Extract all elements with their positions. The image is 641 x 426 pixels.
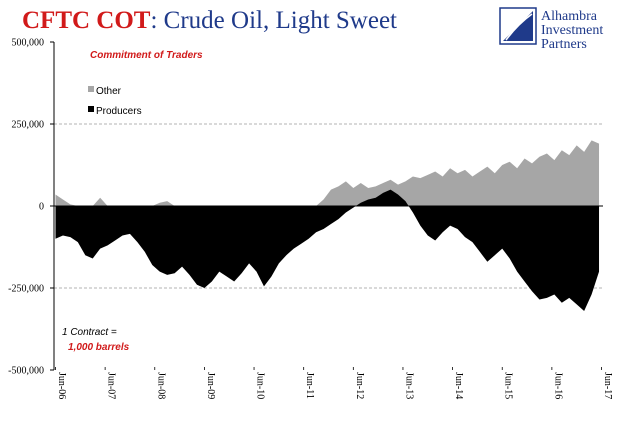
chart-title-part1: CFTC COT: [22, 7, 151, 34]
chart-subtitle: Commitment of Traders: [90, 50, 203, 61]
x-tick-label: Jun-09: [205, 372, 216, 399]
series-area-producers: [55, 189, 600, 311]
chart-title-part2: : Crude Oil, Light Sweet: [150, 7, 397, 34]
x-tick-label: Jun-06: [56, 372, 67, 399]
x-tick-label: Jun-12: [354, 372, 365, 399]
legend-swatch-other: [88, 86, 94, 92]
y-tick-labels: 500,000 250,000 0 -250,000 -500,000: [8, 38, 44, 377]
legend: Other Producers: [88, 86, 142, 117]
contract-note-line2: 1,000 barrels: [68, 342, 130, 353]
plot-areas: [55, 140, 600, 311]
y-tick-label: -500,000: [8, 366, 44, 377]
axes: [50, 41, 603, 371]
legend-label-other: Other: [96, 86, 122, 97]
x-tick-label: Jun-11: [304, 372, 315, 399]
legend-label-producers: Producers: [96, 106, 142, 117]
grid-lines: [54, 123, 603, 289]
y-tick-label: 0: [39, 202, 44, 213]
x-tick-label: Jun-15: [503, 372, 514, 399]
logo-line3: Partners: [541, 37, 587, 52]
x-tick-label: Jun-13: [403, 372, 414, 399]
x-tick-labels: Jun-06 Jun-07 Jun-08 Jun-09 Jun-10 Jun-11 Jun-…: [56, 372, 613, 399]
logo-line2: Investment: [541, 23, 603, 38]
x-tick-label: Jun-08: [155, 372, 166, 399]
contract-note-line1: 1 Contract =: [62, 327, 117, 338]
x-tick-label: Jun-16: [552, 372, 563, 399]
series-area-other: [55, 140, 600, 206]
legend-swatch-producers: [88, 106, 94, 112]
logo: Alhambra Investment Partners: [499, 7, 603, 52]
x-tick-label: Jun-07: [106, 372, 117, 399]
y-tick-label: -250,000: [8, 284, 44, 295]
x-tick-label: Jun-10: [255, 372, 266, 399]
y-tick-label: 250,000: [12, 120, 45, 131]
x-tick-label: Jun-14: [453, 372, 464, 399]
y-tick-label: 500,000: [12, 38, 45, 49]
x-tick-label: Jun-17: [602, 372, 613, 399]
logo-line1: Alhambra: [541, 9, 598, 24]
